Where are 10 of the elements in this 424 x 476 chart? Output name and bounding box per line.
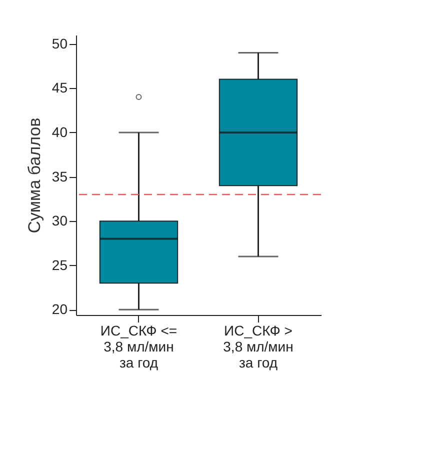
x-tick-label: ИС_СКФ > 3,8 мл/мин за год <box>223 322 294 370</box>
y-tick-label: 20 <box>52 301 68 318</box>
y-tick-label: 30 <box>52 212 68 229</box>
y-tick-label: 35 <box>52 168 68 184</box>
y-tick-label: 40 <box>52 124 68 140</box>
y-tick-label: 50 <box>52 35 68 52</box>
x-tick-label: ИС_СКФ <= 3,8 мл/мин за год <box>100 322 178 370</box>
y-axis-title: Сумма баллов <box>24 118 44 234</box>
y-tick-label: 25 <box>52 256 68 273</box>
y-tick-label: 45 <box>52 80 68 96</box>
